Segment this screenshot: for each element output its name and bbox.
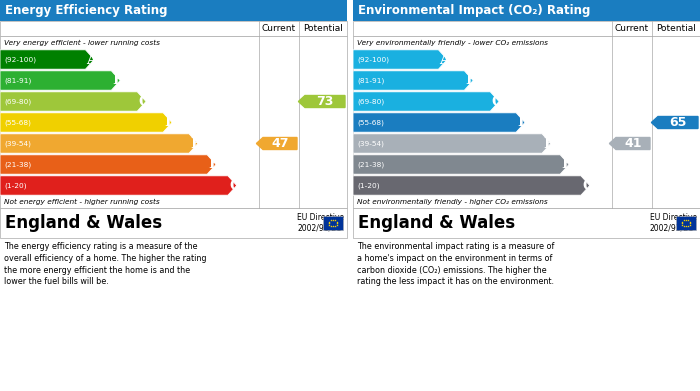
Text: (69-80): (69-80) (4, 98, 32, 105)
Text: E: E (190, 136, 201, 151)
Polygon shape (353, 113, 525, 132)
Text: 65: 65 (669, 116, 687, 129)
Text: E: E (543, 136, 554, 151)
Polygon shape (353, 155, 569, 174)
Text: (39-54): (39-54) (357, 140, 384, 147)
Text: Current: Current (262, 24, 296, 33)
Text: C: C (139, 95, 149, 108)
Polygon shape (0, 92, 146, 111)
Bar (0, 208, 347, 238)
Polygon shape (353, 92, 499, 111)
Text: (21-38): (21-38) (357, 161, 384, 168)
Text: (81-91): (81-91) (357, 77, 384, 84)
Text: B: B (466, 74, 477, 88)
Text: 73: 73 (316, 95, 334, 108)
Polygon shape (0, 71, 120, 90)
Polygon shape (0, 155, 216, 174)
Polygon shape (0, 134, 198, 153)
Text: (21-38): (21-38) (4, 161, 32, 168)
Text: Not environmentally friendly - higher CO₂ emissions: Not environmentally friendly - higher CO… (357, 199, 547, 205)
Bar (353, 21, 700, 36)
Text: (81-91): (81-91) (4, 77, 32, 84)
Text: 41: 41 (624, 137, 642, 150)
Text: G: G (229, 179, 241, 192)
Text: (92-100): (92-100) (357, 56, 389, 63)
Text: F: F (208, 158, 218, 172)
Text: (1-20): (1-20) (357, 182, 379, 189)
Polygon shape (353, 134, 551, 153)
Text: G: G (582, 179, 594, 192)
Polygon shape (353, 50, 447, 69)
Text: C: C (491, 95, 503, 108)
Text: Not energy efficient - higher running costs: Not energy efficient - higher running co… (4, 199, 160, 205)
Text: The environmental impact rating is a measure of
a home's impact on the environme: The environmental impact rating is a mea… (357, 242, 554, 286)
Bar (0, 0, 347, 21)
Text: 47: 47 (272, 137, 288, 150)
Text: D: D (517, 115, 529, 129)
Text: A: A (87, 52, 97, 66)
Bar (676, 216, 696, 230)
Text: (1-20): (1-20) (4, 182, 27, 189)
Text: EU Directive
2002/91/EC: EU Directive 2002/91/EC (297, 213, 344, 233)
Polygon shape (298, 95, 345, 108)
Text: (92-100): (92-100) (4, 56, 36, 63)
Bar (0, 21, 347, 36)
Bar (323, 216, 343, 230)
Polygon shape (610, 138, 650, 149)
Text: England & Wales: England & Wales (5, 214, 162, 232)
Text: F: F (561, 158, 571, 172)
Text: Potential: Potential (656, 24, 696, 33)
Polygon shape (353, 71, 473, 90)
Text: Energy Efficiency Rating: Energy Efficiency Rating (5, 4, 167, 17)
Bar (353, 0, 700, 21)
Bar (353, 36, 700, 208)
Text: Current: Current (615, 24, 649, 33)
Bar (0, 36, 347, 208)
Text: D: D (164, 115, 176, 129)
Text: England & Wales: England & Wales (358, 214, 515, 232)
Polygon shape (0, 176, 237, 195)
Text: (55-68): (55-68) (4, 119, 31, 126)
Text: The energy efficiency rating is a measure of the
overall efficiency of a home. T: The energy efficiency rating is a measur… (4, 242, 206, 286)
Text: Environmental Impact (CO₂) Rating: Environmental Impact (CO₂) Rating (358, 4, 590, 17)
Polygon shape (0, 50, 94, 69)
Text: (55-68): (55-68) (357, 119, 384, 126)
Text: B: B (113, 74, 124, 88)
Polygon shape (0, 113, 172, 132)
Polygon shape (256, 138, 297, 149)
Polygon shape (652, 117, 698, 129)
Text: A: A (440, 52, 450, 66)
Text: (39-54): (39-54) (4, 140, 31, 147)
Text: Potential: Potential (303, 24, 343, 33)
Text: Very environmentally friendly - lower CO₂ emissions: Very environmentally friendly - lower CO… (357, 39, 548, 46)
Text: EU Directive
2002/91/EC: EU Directive 2002/91/EC (650, 213, 697, 233)
Text: (69-80): (69-80) (357, 98, 384, 105)
Text: Very energy efficient - lower running costs: Very energy efficient - lower running co… (4, 39, 160, 46)
Polygon shape (353, 176, 589, 195)
Bar (353, 208, 700, 238)
